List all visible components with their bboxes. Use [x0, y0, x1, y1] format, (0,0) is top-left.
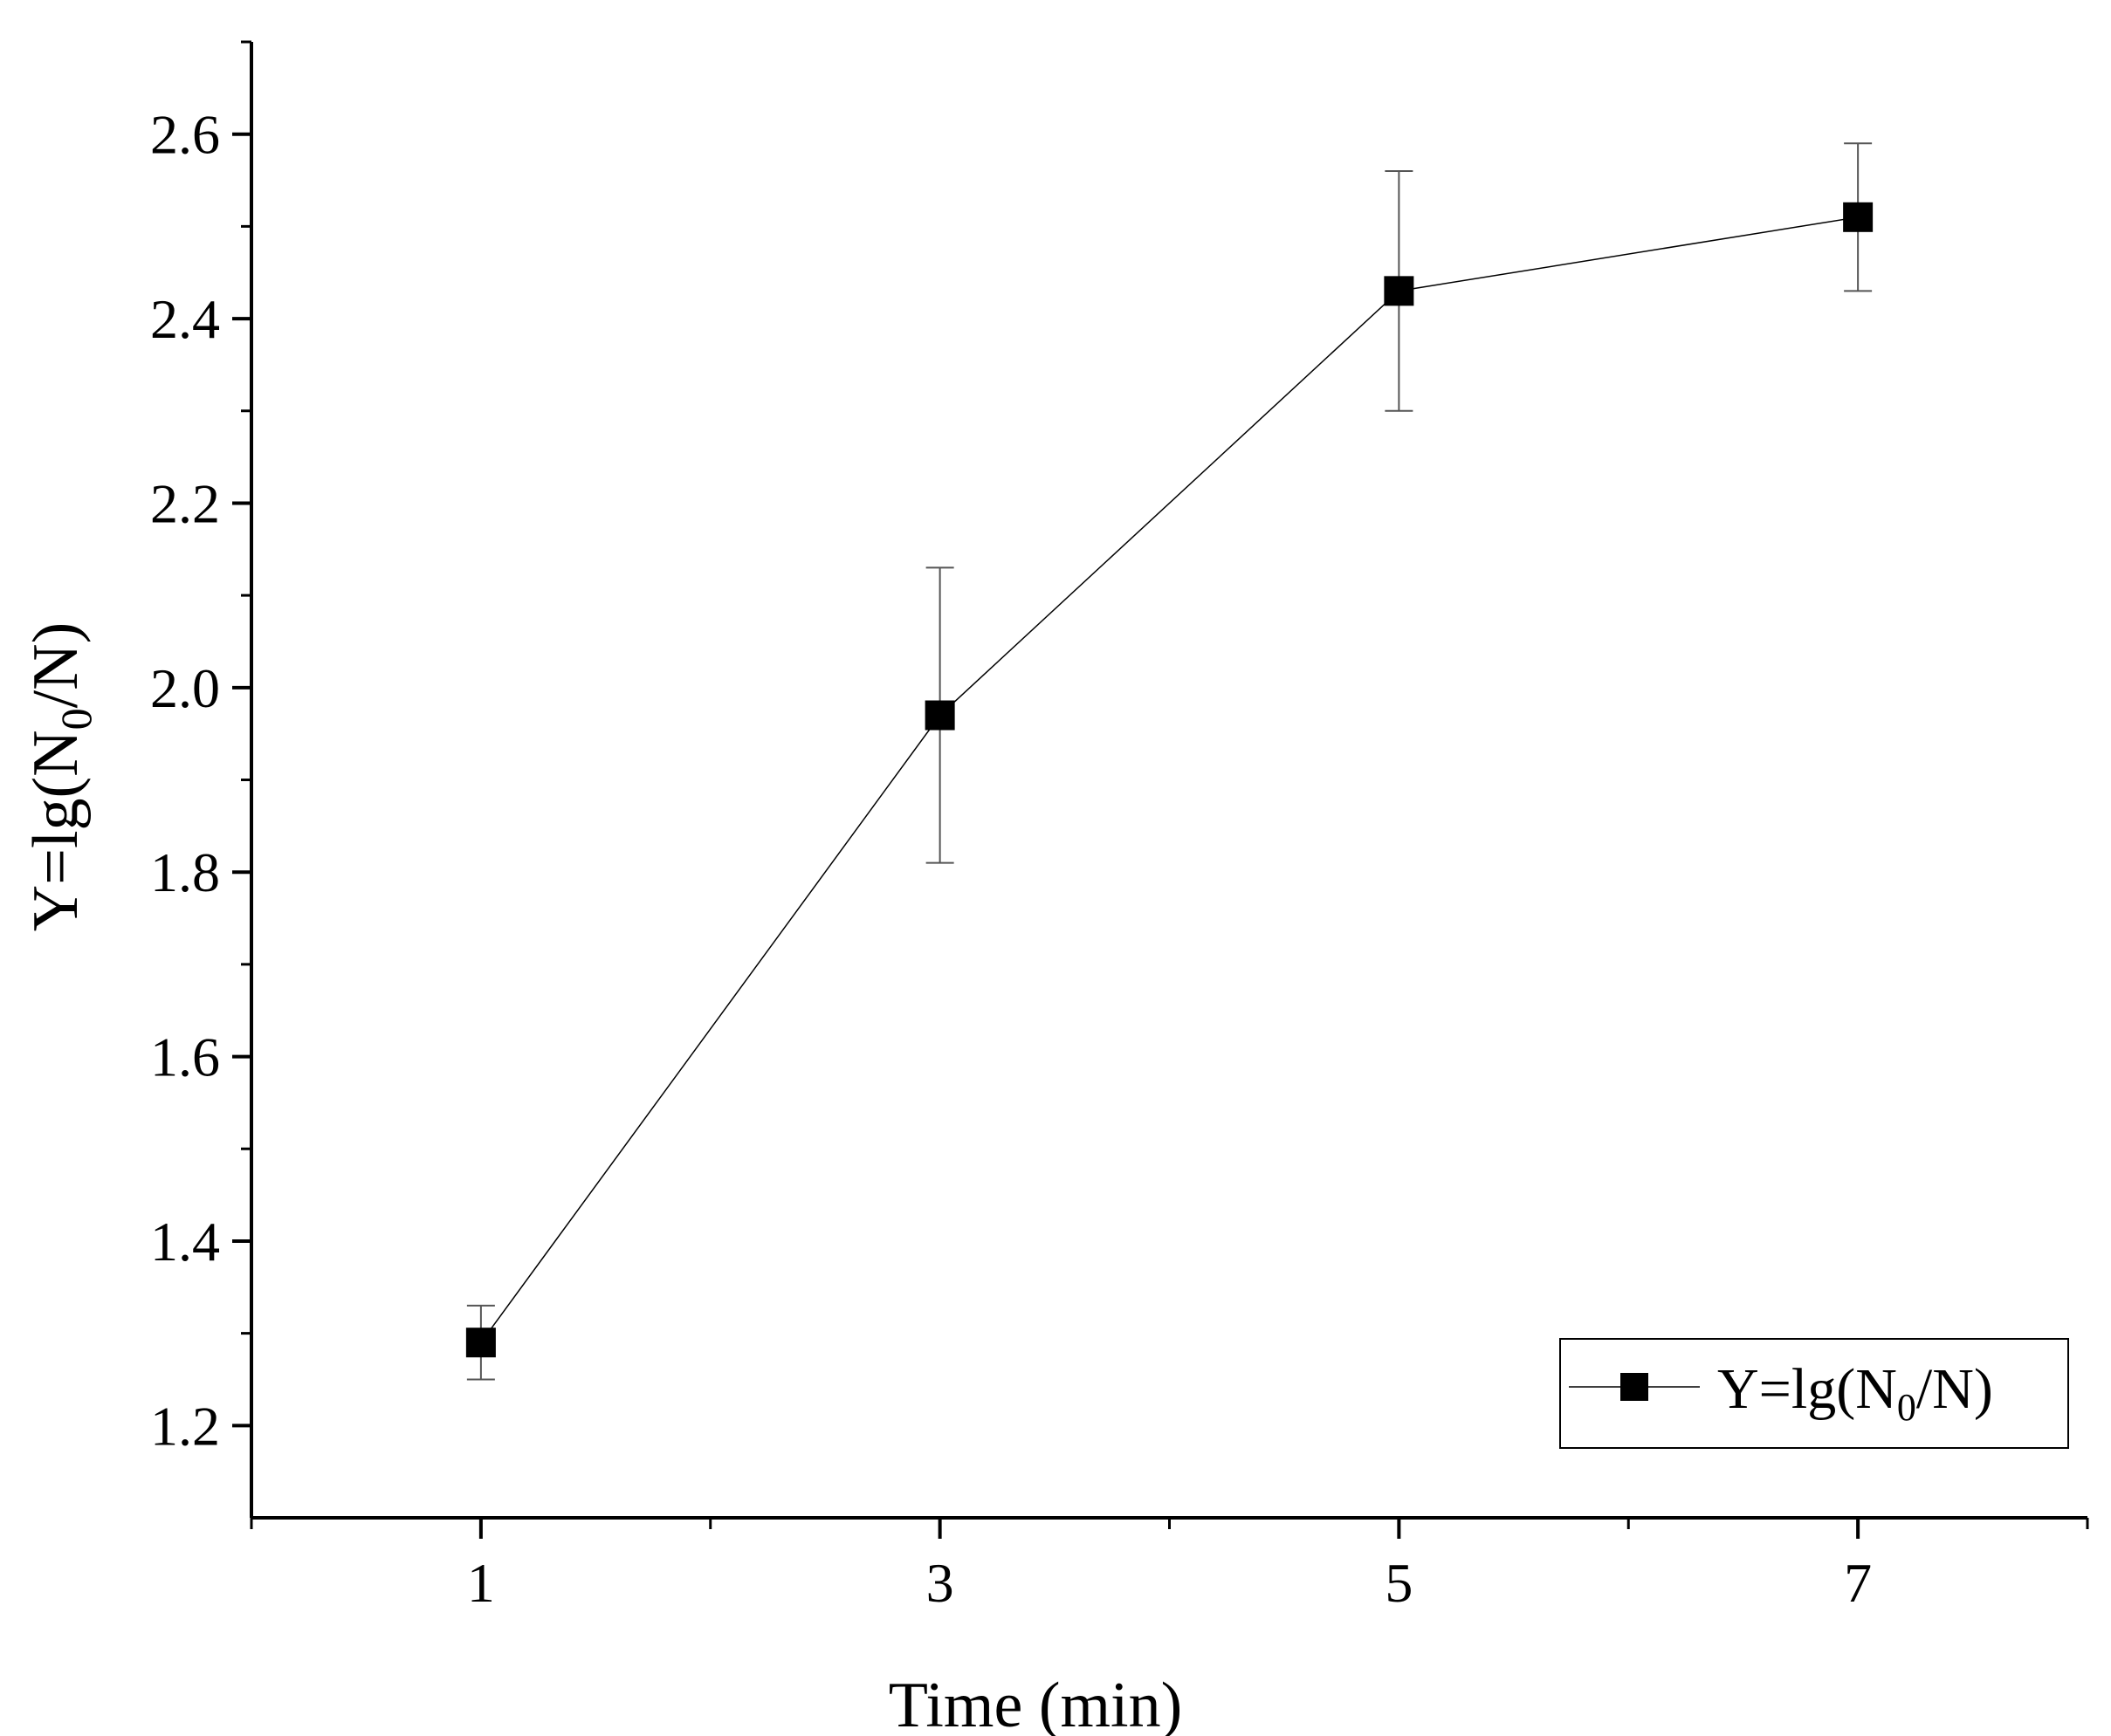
- legend-label-suffix: /N): [1916, 1357, 1993, 1421]
- y-tick-label: 2.4: [150, 288, 220, 350]
- y-axis-title: Y=lg(N0/N): [20, 622, 100, 931]
- x-tick-label: 3: [926, 1552, 954, 1614]
- x-tick-label: 1: [467, 1552, 495, 1614]
- y-tick-label: 2.0: [150, 657, 220, 719]
- data-series: [465, 142, 1874, 1381]
- y-tick-label: 2.2: [150, 472, 220, 534]
- ticks: 1.2 1.4 1.6 1.8 2.0 2.2 2.4 2.6 1 3 5 7: [150, 40, 2089, 1614]
- legend-marker-square: [1620, 1373, 1648, 1401]
- y-tick-label: 1.4: [150, 1211, 220, 1273]
- legend: Y=lg(N0/N): [1559, 1338, 2069, 1449]
- y-tick-label: 2.6: [150, 104, 220, 166]
- y-tick-label: 1.2: [150, 1395, 220, 1457]
- y-tick-label: 1.8: [150, 841, 220, 903]
- legend-label-prefix: Y=lg(N: [1717, 1357, 1897, 1421]
- data-point-marker: [465, 1328, 496, 1358]
- data-point-marker: [925, 700, 955, 731]
- y-axis-title-subscript: 0: [52, 708, 100, 730]
- y-axis-title-suffix: /N): [20, 622, 92, 709]
- axes: [250, 42, 2087, 1520]
- legend-label-subscript: 0: [1897, 1386, 1916, 1429]
- x-axis-title: Time (min): [889, 1670, 1182, 1736]
- legend-label: Y=lg(N0/N): [1717, 1357, 1993, 1429]
- data-point-marker: [1843, 202, 1874, 232]
- y-axis-title-prefix: Y=lg(N: [20, 730, 92, 931]
- series-line: [480, 216, 1859, 1343]
- x-tick-label: 7: [1844, 1552, 1872, 1614]
- y-tick-label: 1.6: [150, 1026, 220, 1088]
- data-point-marker: [1384, 276, 1414, 306]
- x-tick-label: 5: [1385, 1552, 1413, 1614]
